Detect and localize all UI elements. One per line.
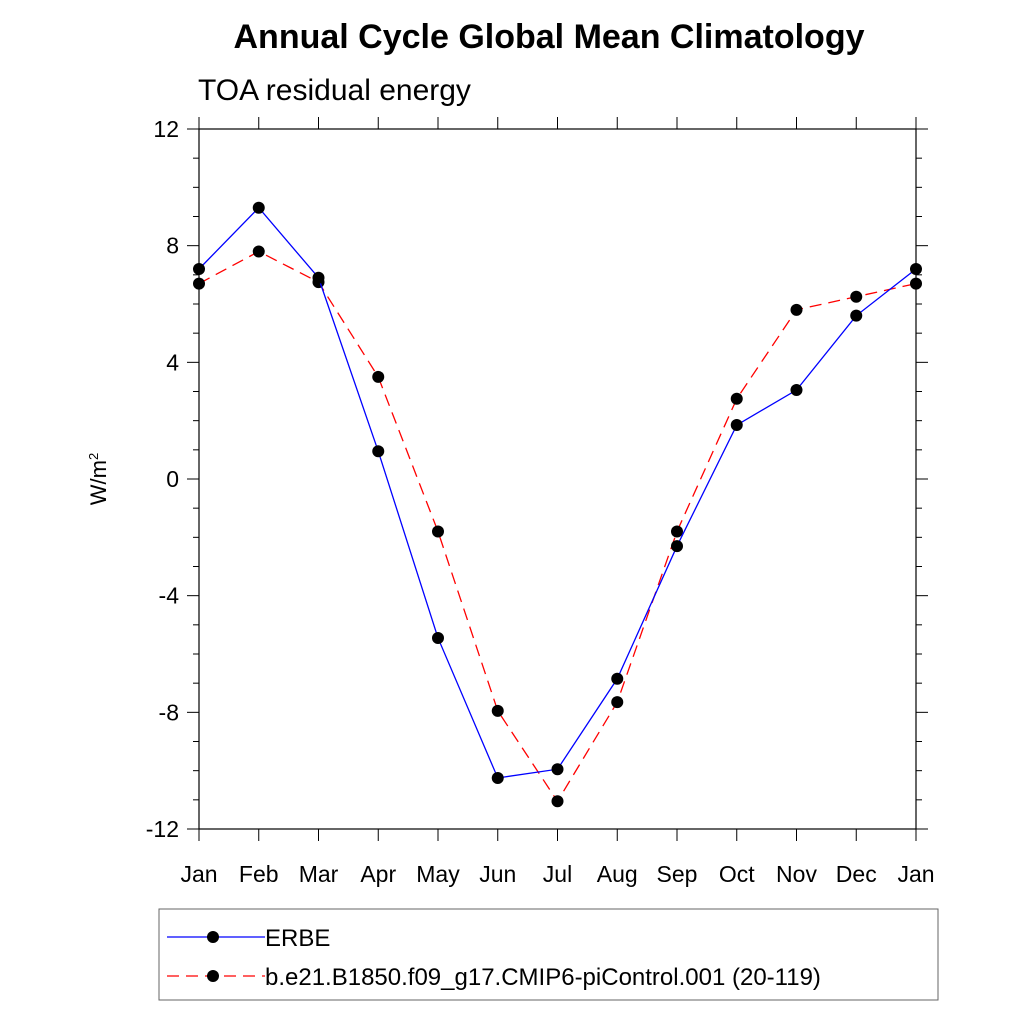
x-tick-label: Jun <box>479 861 516 887</box>
x-tick-label: Jan <box>180 861 217 887</box>
data-point <box>850 290 863 303</box>
x-tick-label: Jan <box>897 861 934 887</box>
data-point <box>372 370 385 383</box>
x-tick-label: Aug <box>597 861 638 887</box>
legend-marker <box>207 970 219 982</box>
y-tick-label: 4 <box>166 349 179 375</box>
data-point <box>193 263 205 275</box>
legend-marker <box>207 931 219 943</box>
series-2 <box>193 245 922 808</box>
data-point <box>790 384 803 397</box>
data-point <box>611 696 624 709</box>
series-line <box>198 206 917 779</box>
legend-box <box>158 908 939 1001</box>
data-point <box>252 201 265 214</box>
y-tick-label: 12 <box>153 116 179 142</box>
x-tick-label: Oct <box>719 861 755 887</box>
x-tick-label: Jul <box>543 861 572 887</box>
data-point <box>910 263 922 275</box>
data-point <box>491 771 504 784</box>
x-tick-label: Apr <box>360 861 396 887</box>
chart-subtitle: TOA residual energy <box>198 74 471 107</box>
data-point <box>671 525 683 538</box>
data-point <box>910 277 922 290</box>
x-tick-label: Nov <box>776 861 817 887</box>
data-point <box>432 631 444 644</box>
data-point <box>730 392 743 405</box>
data-point <box>671 540 683 553</box>
legend: ERBE b.e21.B1850.f09_g17.CMIP6-piControl.… <box>158 908 939 1001</box>
data-point <box>551 763 564 776</box>
y-axis-label-superscript: 2 <box>86 453 101 460</box>
data-point <box>491 704 504 717</box>
plot-border <box>198 128 917 830</box>
y-tick-label: -8 <box>159 699 179 725</box>
y-axis-label-base: W/m <box>86 460 111 505</box>
y-tick-label: 8 <box>166 233 179 259</box>
data-point <box>193 277 205 290</box>
series-layer <box>193 201 922 808</box>
series-1 <box>193 201 922 784</box>
data-point <box>312 271 325 284</box>
data-point <box>551 795 564 808</box>
series-line <box>198 250 917 803</box>
x-tick-label: Sep <box>657 861 698 887</box>
y-axis-label: W/m2 <box>86 453 111 505</box>
x-tick-label: May <box>416 861 460 887</box>
legend-label: b.e21.B1850.f09_g17.CMIP6-piControl.001 … <box>265 964 821 991</box>
y-tick-label: -12 <box>146 816 179 842</box>
y-tick-label: 0 <box>166 466 179 492</box>
data-point <box>252 245 265 258</box>
chart-title: Annual Cycle Global Mean Climatology <box>234 18 865 56</box>
data-point <box>372 445 385 458</box>
plot-frame <box>198 128 917 830</box>
data-point <box>790 303 803 316</box>
data-point <box>432 525 444 538</box>
data-point <box>730 419 743 432</box>
y-tick-label: -4 <box>159 583 180 609</box>
x-tick-label: Feb <box>239 861 279 887</box>
data-point <box>611 672 624 685</box>
x-tick-label: Dec <box>836 861 877 887</box>
x-tick-label: Mar <box>299 861 339 887</box>
x-axis: Jan Feb Mar Apr May Jun Jul Aug Sep Oct Nov Dec Jan <box>180 117 935 887</box>
y-axis: -12 -8 -4 0 4 8 12 <box>146 116 928 842</box>
data-point <box>850 309 863 322</box>
legend-label: ERBE <box>265 925 330 952</box>
